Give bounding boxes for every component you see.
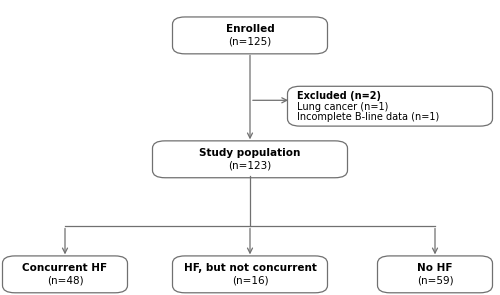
Text: Enrolled: Enrolled: [226, 24, 274, 34]
Text: HF, but not concurrent: HF, but not concurrent: [184, 263, 316, 273]
FancyBboxPatch shape: [172, 17, 328, 54]
Text: No HF: No HF: [417, 263, 453, 273]
Text: (n=125): (n=125): [228, 37, 272, 47]
FancyBboxPatch shape: [378, 256, 492, 293]
FancyBboxPatch shape: [152, 141, 348, 178]
FancyBboxPatch shape: [2, 256, 128, 293]
Text: (n=16): (n=16): [232, 276, 268, 286]
FancyBboxPatch shape: [172, 256, 328, 293]
Text: Incomplete B-line data (n=1): Incomplete B-line data (n=1): [297, 112, 440, 122]
Text: Study population: Study population: [200, 148, 300, 158]
FancyBboxPatch shape: [288, 86, 492, 126]
Text: (n=48): (n=48): [46, 276, 84, 286]
Text: (n=123): (n=123): [228, 161, 272, 171]
Text: Concurrent HF: Concurrent HF: [22, 263, 107, 273]
Text: Excluded (n=2): Excluded (n=2): [297, 91, 381, 101]
Text: (n=59): (n=59): [416, 276, 454, 286]
Text: Lung cancer (n=1): Lung cancer (n=1): [297, 101, 388, 112]
